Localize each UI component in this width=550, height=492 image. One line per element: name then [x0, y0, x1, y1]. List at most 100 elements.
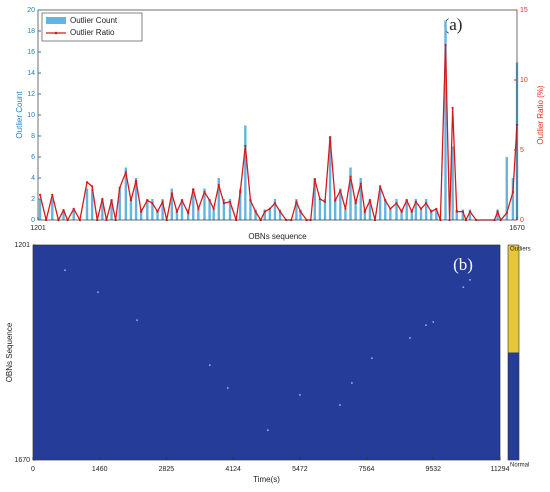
ratio-marker: [384, 199, 387, 202]
y2-axis-label: Outlier Ratio (%): [536, 85, 545, 144]
colorbar-frame: [507, 244, 520, 461]
ratio-marker: [419, 207, 423, 210]
ratio-marker: [249, 199, 252, 202]
bar: [110, 199, 113, 220]
bar: [328, 136, 332, 220]
ratio-marker: [451, 106, 454, 110]
ratio-marker: [368, 199, 372, 202]
bar: [389, 209, 392, 220]
bar: [444, 20, 447, 220]
bar: [72, 209, 75, 220]
bar: [222, 199, 226, 220]
ratio-marker: [354, 202, 357, 205]
bar: [51, 199, 54, 220]
ratio-marker: [254, 210, 257, 213]
y-axis-label: Outlier Count: [15, 91, 24, 139]
bar: [124, 167, 128, 220]
bar: [151, 199, 154, 220]
bar: [203, 188, 206, 220]
ratio-marker: [435, 207, 438, 210]
bar: [208, 199, 211, 220]
colorbar-segment: [508, 245, 519, 353]
bar: [254, 209, 257, 220]
bar: [156, 209, 159, 220]
panel-label: (a): [444, 15, 463, 34]
ratio-marker: [395, 202, 398, 205]
bar: [146, 199, 149, 220]
bar: [170, 188, 173, 220]
ratio-marker: [363, 210, 366, 213]
ratio-marker: [146, 199, 149, 202]
x-tick-label: 0: [31, 466, 35, 473]
ratio-marker: [228, 200, 232, 203]
outlier-point: [432, 321, 435, 323]
bar: [118, 188, 121, 220]
bar: [175, 209, 179, 220]
ratio-marker: [349, 175, 352, 178]
bar: [424, 199, 428, 220]
y-tick-label: 10: [27, 112, 35, 119]
ratio-marker: [430, 210, 433, 213]
ratio-marker: [151, 202, 154, 205]
ratio-marker: [295, 200, 298, 203]
bar: [339, 188, 342, 220]
outlier-point: [469, 279, 471, 281]
ratio-marker: [328, 136, 332, 139]
bar: [273, 199, 277, 220]
bar: [62, 209, 65, 220]
ratio-marker: [140, 210, 143, 213]
ratio-marker: [203, 190, 206, 194]
bar: [354, 199, 357, 220]
ratio-marker: [405, 199, 408, 202]
x-tick-label: 4124: [225, 466, 241, 473]
panel-label: (b): [453, 255, 473, 274]
bar: [313, 178, 316, 220]
outlier-point: [339, 404, 341, 406]
y2-tick-label: 10: [520, 77, 528, 84]
ratio-marker: [124, 171, 127, 174]
bar: [430, 209, 433, 220]
bar: [129, 199, 133, 220]
ratio-marker: [379, 185, 382, 188]
ratio-marker: [244, 144, 247, 147]
ratio-marker: [323, 200, 327, 203]
ratio-marker: [400, 210, 403, 213]
bar: [186, 209, 190, 220]
bar: [263, 209, 266, 220]
y-tick-label: 12: [27, 91, 35, 98]
x-tick-label: 1460: [92, 466, 108, 473]
x-tick-label: 11294: [491, 466, 510, 473]
ratio-marker: [511, 190, 515, 194]
x-tick-label: 1670: [509, 225, 525, 232]
y-tick-label: 18: [27, 28, 35, 35]
bar: [455, 209, 458, 220]
x-tick-label: 2825: [159, 466, 175, 473]
x-axis-label: OBNs sequence: [248, 232, 307, 241]
ratio-marker: [72, 207, 75, 210]
legend-marker: [54, 31, 58, 35]
ratio-marker: [268, 207, 271, 210]
bar: [384, 199, 387, 220]
ratio-marker: [180, 199, 184, 202]
bar: [299, 209, 302, 220]
ratio-marker: [299, 210, 302, 213]
ratio-marker: [134, 179, 138, 182]
outlier-point: [209, 364, 211, 366]
bar: [139, 209, 143, 220]
ratio-marker: [389, 207, 392, 210]
outlier-point: [371, 357, 373, 360]
ratio-marker: [278, 210, 282, 213]
ratio-marker: [359, 182, 362, 185]
x-tick-label: 9532: [425, 466, 441, 473]
ratio-marker: [222, 202, 225, 205]
outlier-point: [136, 319, 138, 321]
outlier-point: [267, 429, 269, 432]
ratio-marker: [217, 183, 220, 187]
ratio-marker: [208, 199, 211, 202]
bar: [134, 178, 138, 220]
ratio-marker: [334, 199, 337, 202]
bar: [244, 125, 247, 220]
bar: [461, 209, 465, 220]
colorbar-segment: [508, 352, 519, 460]
bar: [363, 209, 367, 220]
